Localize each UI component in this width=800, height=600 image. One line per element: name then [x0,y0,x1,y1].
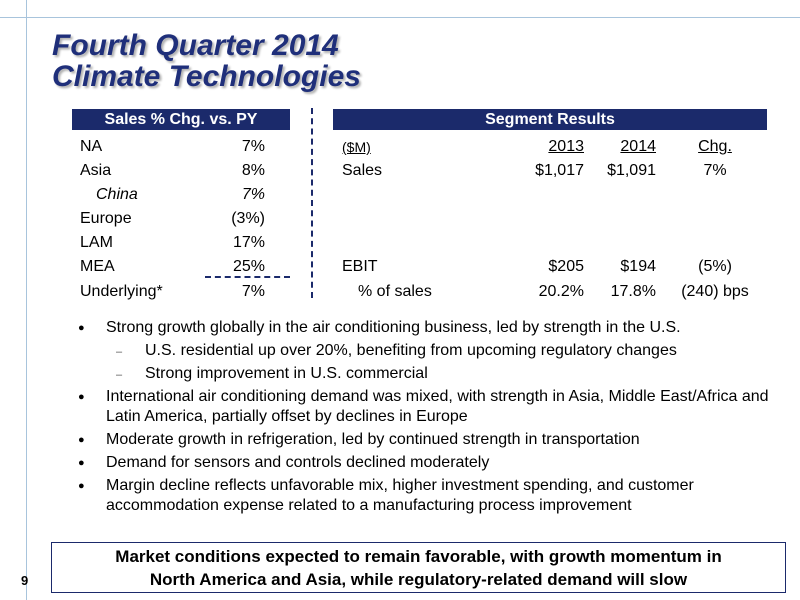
sales-region-underlying: Underlying* [80,283,163,300]
dash-icon: – [116,369,123,381]
segment-margin-2014: 17.8% [610,283,656,300]
bullet-dot-icon: ● [78,434,85,446]
segment-sales-label: Sales [342,162,383,179]
callout-line-1: Market conditions expected to remain fav… [115,547,722,566]
sales-value-europe: (3%) [231,210,265,227]
bullet-item: ● Strong growth globally in the air condi… [78,319,681,336]
bullet-dot-icon: ● [78,480,85,492]
segment-table-header: Segment Results [333,109,767,130]
left-rule [26,0,27,600]
segment-col-chg: Chg. [698,138,732,155]
outlook-callout: Market conditions expected to remain fav… [51,542,786,593]
page-number: 9 [21,573,29,588]
sales-value-asia: 8% [241,162,265,179]
page-title: Fourth Quarter 2014 Climate Technologies [52,30,361,92]
segment-ebit-2014: $194 [620,258,656,275]
bullet-dot-icon: ● [78,457,85,469]
sales-region-mea: MEA [80,258,115,275]
sales-table-header: Sales % Chg. vs. PY [72,109,290,130]
bullet-item: ● Moderate growth in refrigeration, led b… [78,431,640,448]
title-line-2: Climate Technologies [52,60,361,93]
sub-bullet-item: – U.S. residential up over 20%, benefitin… [76,341,788,361]
segment-col-2014: 2014 [620,138,656,155]
sales-region-china: China [96,186,138,203]
commentary-bullets: ● Strong growth globally in the air condi… [76,318,788,519]
sales-value-mea: 25% [232,258,265,275]
top-rule [0,17,800,18]
dash-icon: – [116,346,123,358]
bullet-dot-icon: ● [78,391,85,403]
segment-ebit-chg: (5%) [698,258,732,275]
segment-margin-label: % of sales [358,283,432,300]
segment-ebit-label: EBIT [342,258,378,275]
sales-value-china: 7% [241,186,265,203]
bullet-item: ● Margin decline reflects unfavorable mix… [78,477,694,514]
segment-unit-label: ($M) [342,139,371,155]
underlying-separator [205,276,290,278]
sales-value-underlying: 7% [241,283,265,300]
sub-bullet-item: – Strong improvement in U.S. commercial [76,364,788,384]
sales-region-lam: LAM [80,234,113,251]
title-line-1: Fourth Quarter 2014 [52,29,339,62]
bullet-item: ● Demand for sensors and controls decline… [78,454,490,471]
segment-sales-2014: $1,091 [607,162,656,179]
segment-sales-chg: 7% [703,162,727,179]
bullet-dot-icon: ● [78,322,85,334]
bullet-item: ● International air conditioning demand w… [78,388,769,425]
segment-margin-2013: 20.2% [538,283,584,300]
callout-line-2: North America and Asia, while regulatory… [149,570,688,589]
sales-region-na: NA [80,138,103,155]
segment-col-2013: 2013 [548,138,584,155]
segment-margin-chg: (240) bps [681,283,749,300]
sales-region-europe: Europe [80,210,132,227]
sales-value-na: 7% [241,138,265,155]
table-divider [311,108,313,298]
sales-value-lam: 17% [232,234,265,251]
segment-sales-2013: $1,017 [535,162,584,179]
sales-region-asia: Asia [80,162,112,179]
segment-ebit-2013: $205 [548,258,584,275]
